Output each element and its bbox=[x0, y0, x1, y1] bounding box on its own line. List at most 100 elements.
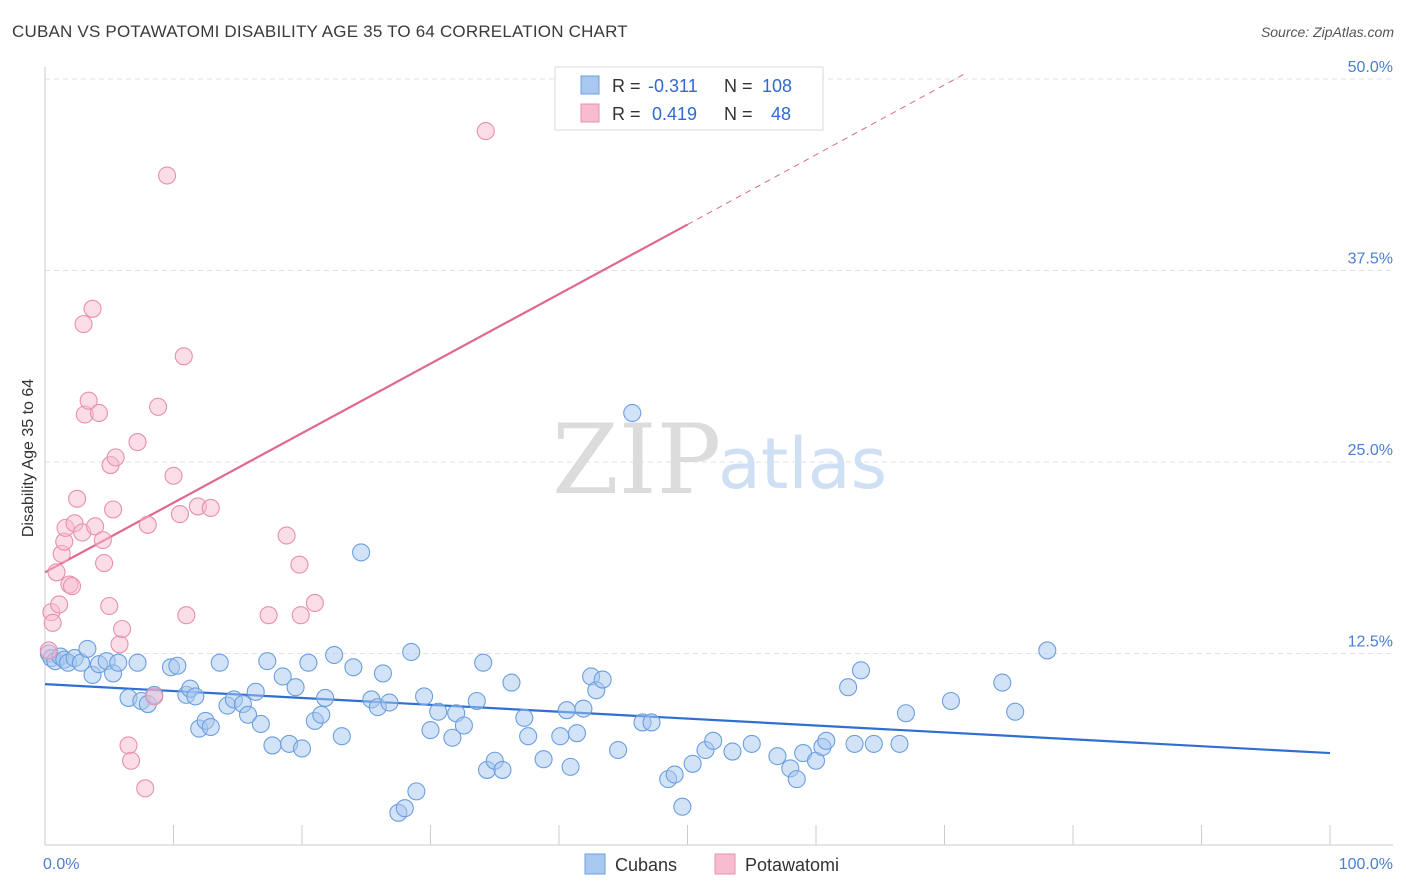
point-cubans-36 bbox=[273, 667, 292, 686]
point-cubans-58 bbox=[429, 702, 448, 721]
point-cubans-89 bbox=[723, 742, 742, 761]
legend-potawatomi-r-value: 0.419 bbox=[652, 104, 697, 124]
x-tick-label-1: 100.0% bbox=[1339, 856, 1393, 873]
point-potawatomi-13 bbox=[74, 315, 93, 334]
trend-line-potawatomi-1 bbox=[44, 223, 689, 574]
bottom-legend-swatch-cubans bbox=[584, 853, 606, 875]
point-potawatomi-2 bbox=[43, 613, 62, 632]
point-potawatomi-17 bbox=[86, 517, 105, 536]
point-potawatomi-27 bbox=[119, 736, 138, 755]
point-cubans-100 bbox=[851, 661, 871, 680]
point-cubans-20 bbox=[168, 656, 187, 675]
point-cubans-59 bbox=[443, 728, 462, 747]
legend-swatch-cubans bbox=[580, 75, 600, 95]
point-cubans-32 bbox=[246, 682, 265, 701]
point-potawatomi-25 bbox=[110, 635, 129, 654]
point-cubans-53 bbox=[395, 799, 414, 818]
point-cubans-103 bbox=[896, 704, 916, 723]
point-cubans-85 bbox=[673, 797, 692, 816]
bottom-legend-potawatomi: Potawatomi bbox=[745, 855, 839, 875]
point-cubans-35 bbox=[263, 736, 282, 755]
point-cubans-75 bbox=[574, 699, 593, 718]
point-cubans-38 bbox=[286, 678, 305, 697]
point-potawatomi-26 bbox=[113, 619, 132, 639]
point-cubans-66 bbox=[493, 760, 512, 779]
point-cubans-93 bbox=[787, 770, 806, 789]
point-potawatomi-37 bbox=[174, 347, 193, 366]
point-potawatomi-3 bbox=[47, 563, 66, 582]
legend-potawatomi-n-value: 48 bbox=[771, 104, 791, 124]
y-axis-title: Disability Age 35 to 64 bbox=[20, 379, 37, 537]
point-potawatomi-9 bbox=[62, 577, 82, 596]
point-cubans-67 bbox=[502, 673, 521, 692]
point-cubans-51 bbox=[380, 693, 399, 712]
y-tick-label-0: 12.5% bbox=[1348, 634, 1393, 651]
point-potawatomi-42 bbox=[277, 526, 296, 545]
series-legend: Cubans Potawatomi bbox=[584, 853, 839, 875]
point-cubans-98 bbox=[839, 678, 858, 697]
point-potawatomi-19 bbox=[93, 531, 112, 550]
source-label: Source: ZipAtlas.com bbox=[1260, 24, 1394, 40]
point-cubans-97 bbox=[817, 731, 836, 750]
legend-swatch-potawatomi bbox=[580, 103, 600, 123]
point-cubans-91 bbox=[768, 747, 787, 766]
point-cubans-61 bbox=[454, 716, 473, 735]
point-potawatomi-20 bbox=[95, 554, 114, 573]
point-cubans-31 bbox=[238, 705, 258, 724]
point-potawatomi-45 bbox=[305, 593, 324, 612]
watermark-atlas: atlas bbox=[718, 423, 887, 505]
point-cubans-55 bbox=[407, 782, 426, 801]
point-cubans-68 bbox=[515, 708, 534, 727]
point-potawatomi-35 bbox=[164, 466, 183, 485]
point-cubans-79 bbox=[609, 740, 628, 760]
stats-legend: R = -0.311 N = 108 R = 0.419 N = 48 bbox=[554, 66, 824, 131]
point-cubans-45 bbox=[332, 727, 351, 746]
point-potawatomi-4 bbox=[50, 595, 69, 614]
point-cubans-62 bbox=[467, 691, 486, 711]
point-potawatomi-11 bbox=[68, 489, 87, 508]
point-cubans-27 bbox=[210, 653, 229, 672]
point-potawatomi-28 bbox=[122, 751, 141, 770]
point-cubans-54 bbox=[402, 642, 421, 662]
point-potawatomi-34 bbox=[158, 166, 177, 185]
point-potawatomi-38 bbox=[177, 606, 196, 625]
point-cubans-33 bbox=[251, 714, 270, 734]
point-cubans-56 bbox=[415, 687, 434, 706]
point-cubans-84 bbox=[665, 765, 684, 784]
point-cubans-99 bbox=[845, 734, 864, 753]
point-potawatomi-15 bbox=[79, 391, 98, 410]
point-cubans-39 bbox=[292, 739, 312, 758]
y-tick-label-1: 25.0% bbox=[1348, 442, 1393, 459]
point-cubans-70 bbox=[534, 750, 553, 769]
legend-cubans-r-value: -0.311 bbox=[648, 76, 698, 96]
point-cubans-26 bbox=[201, 717, 220, 737]
point-cubans-86 bbox=[683, 754, 702, 773]
point-cubans-78 bbox=[593, 670, 612, 689]
point-potawatomi-40 bbox=[201, 498, 220, 518]
point-cubans-44 bbox=[325, 645, 344, 665]
legend-cubans-n-value: 108 bbox=[762, 76, 792, 96]
bottom-legend-swatch-potawatomi bbox=[714, 853, 736, 875]
point-cubans-57 bbox=[421, 721, 440, 740]
point-potawatomi-18 bbox=[89, 403, 109, 423]
point-cubans-47 bbox=[352, 543, 371, 562]
trend-line-potawatomi-2 bbox=[687, 73, 965, 225]
point-cubans-42 bbox=[312, 705, 331, 724]
point-potawatomi-21 bbox=[100, 596, 119, 616]
point-potawatomi-36 bbox=[170, 505, 189, 524]
point-cubans-106 bbox=[1006, 702, 1025, 721]
point-potawatomi-44 bbox=[291, 606, 310, 625]
axes bbox=[44, 67, 1393, 846]
point-cubans-15 bbox=[128, 653, 147, 672]
point-potawatomi-43 bbox=[290, 555, 309, 574]
legend-potawatomi-r-label: R = bbox=[612, 104, 641, 124]
point-cubans-50 bbox=[373, 664, 393, 683]
point-potawatomi-23 bbox=[104, 500, 123, 519]
point-cubans-80 bbox=[623, 403, 642, 423]
point-cubans-63 bbox=[474, 653, 493, 672]
point-potawatomi-41 bbox=[259, 606, 278, 625]
point-cubans-43 bbox=[316, 688, 335, 707]
point-cubans-101 bbox=[864, 734, 883, 753]
point-potawatomi-0 bbox=[39, 641, 58, 660]
